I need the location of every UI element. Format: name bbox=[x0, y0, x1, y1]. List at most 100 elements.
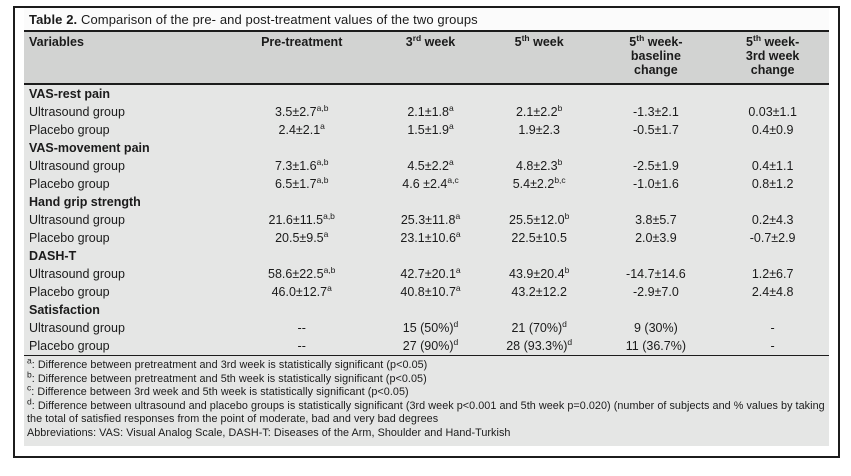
value-cell: 2.1±2.2b bbox=[482, 103, 596, 121]
data-row: Placebo group 46.0±12.7a 40.8±10.7a 43.2±12… bbox=[24, 283, 829, 301]
column-header: 3rd week bbox=[378, 32, 483, 85]
value-cell: 27 (90%)d bbox=[378, 337, 483, 355]
value-cell: 43.9±20.4b bbox=[482, 265, 596, 283]
value-cell bbox=[716, 193, 829, 211]
table-title: Table 2. Comparison of the pre- and post… bbox=[24, 8, 829, 32]
row-label: Satisfaction bbox=[24, 301, 226, 319]
data-row: Ultrasound group 3.5±2.7a,b 2.1±1.8a 2.1±2.… bbox=[24, 103, 829, 121]
value-cell: 25.3±11.8a bbox=[378, 211, 483, 229]
footnote: d: Difference between ultrasound and pla… bbox=[27, 395, 825, 425]
value-cell bbox=[595, 84, 717, 103]
value-cell: 25.5±12.0b bbox=[482, 211, 596, 229]
value-cell bbox=[595, 193, 717, 211]
table-header: Variables Pre-treatment 3rd week 5th week 5t… bbox=[24, 32, 829, 85]
table2-panel: Table 2. Comparison of the pre- and post… bbox=[13, 6, 840, 458]
value-cell: - bbox=[716, 337, 829, 355]
value-cell bbox=[378, 84, 483, 103]
value-cell: 28 (93.3%)d bbox=[482, 337, 596, 355]
column-header: 5th week-baseline change bbox=[595, 32, 717, 85]
value-cell bbox=[225, 84, 379, 103]
data-row: Placebo group 20.5±9.5a 23.1±10.6a 22.5±10.… bbox=[24, 229, 829, 247]
value-cell bbox=[225, 139, 379, 157]
column-header: 5th week bbox=[482, 32, 596, 85]
value-cell: 21.6±11.5a,b bbox=[225, 211, 379, 229]
value-cell: 1.2±6.7 bbox=[716, 265, 829, 283]
value-cell: 40.8±10.7a bbox=[378, 283, 483, 301]
footnote: b: Difference between pretreatment and 5… bbox=[27, 368, 427, 385]
value-cell: 22.5±10.5 bbox=[482, 229, 596, 247]
value-cell: 23.1±10.6a bbox=[378, 229, 483, 247]
row-label: Hand grip strength bbox=[24, 193, 226, 211]
value-cell bbox=[225, 301, 379, 319]
row-label: Ultrasound group bbox=[24, 319, 226, 337]
section-row: VAS-movement pain bbox=[24, 139, 829, 157]
value-cell: 9 (30%) bbox=[595, 319, 717, 337]
value-cell: 4.5±2.2a bbox=[378, 157, 483, 175]
data-row: Ultrasound group 58.6±22.5a,b 42.7±20.1a 43… bbox=[24, 265, 829, 283]
value-cell: -0.7±2.9 bbox=[716, 229, 829, 247]
row-label: VAS-rest pain bbox=[24, 84, 226, 103]
value-cell: 46.0±12.7a bbox=[225, 283, 379, 301]
value-cell: 0.2±4.3 bbox=[716, 211, 829, 229]
value-cell: 58.6±22.5a,b bbox=[225, 265, 379, 283]
value-cell: 5.4±2.2b,c bbox=[482, 175, 596, 193]
value-cell: 3.8±5.7 bbox=[595, 211, 717, 229]
value-cell: 0.8±1.2 bbox=[716, 175, 829, 193]
value-cell bbox=[716, 301, 829, 319]
row-label: VAS-movement pain bbox=[24, 139, 226, 157]
column-header: Variables bbox=[24, 32, 226, 85]
column-header: Pre-treatment bbox=[225, 32, 379, 85]
value-cell bbox=[595, 301, 717, 319]
value-cell: -- bbox=[225, 337, 379, 355]
value-cell bbox=[595, 247, 717, 265]
section-row: Hand grip strength bbox=[24, 193, 829, 211]
value-cell bbox=[595, 139, 717, 157]
value-cell bbox=[378, 193, 483, 211]
value-cell: -0.5±1.7 bbox=[595, 121, 717, 139]
value-cell bbox=[482, 247, 596, 265]
value-cell: 2.0±3.9 bbox=[595, 229, 717, 247]
value-cell bbox=[716, 139, 829, 157]
table-body: VAS-rest pain Ultrasound group 3.5±2.7a,b 2… bbox=[24, 84, 829, 355]
section-row: Satisfaction bbox=[24, 301, 829, 319]
value-cell: -2.5±1.9 bbox=[595, 157, 717, 175]
value-cell: 2.1±1.8a bbox=[378, 103, 483, 121]
value-cell: 42.7±20.1a bbox=[378, 265, 483, 283]
value-cell: - bbox=[716, 319, 829, 337]
value-cell: 0.4±0.9 bbox=[716, 121, 829, 139]
value-cell: 7.3±1.6a,b bbox=[225, 157, 379, 175]
data-row: Placebo group 2.4±2.1a 1.5±1.9a 1.9±2.3 -0.5… bbox=[24, 121, 829, 139]
value-cell: -1.0±1.6 bbox=[595, 175, 717, 193]
value-cell: 2.4±4.8 bbox=[716, 283, 829, 301]
row-label: Ultrasound group bbox=[24, 157, 226, 175]
data-row: Placebo group -- 27 (90%)d 28 (93.3%)d 11 (3… bbox=[24, 337, 829, 355]
row-label: Ultrasound group bbox=[24, 103, 226, 121]
value-cell bbox=[716, 247, 829, 265]
value-cell: 1.5±1.9a bbox=[378, 121, 483, 139]
value-cell bbox=[482, 139, 596, 157]
row-label: DASH-T bbox=[24, 247, 226, 265]
row-label: Placebo group bbox=[24, 283, 226, 301]
value-cell bbox=[378, 139, 483, 157]
value-cell bbox=[225, 247, 379, 265]
value-cell bbox=[716, 84, 829, 103]
value-cell: -2.9±7.0 bbox=[595, 283, 717, 301]
footnote: Abbreviations: VAS: Visual Analog Scale,… bbox=[27, 426, 511, 439]
value-cell: 1.9±2.3 bbox=[482, 121, 596, 139]
value-cell: 20.5±9.5a bbox=[225, 229, 379, 247]
row-label: Placebo group bbox=[24, 229, 226, 247]
row-label: Ultrasound group bbox=[24, 265, 226, 283]
value-cell bbox=[482, 84, 596, 103]
section-row: DASH-T bbox=[24, 247, 829, 265]
row-label: Placebo group bbox=[24, 337, 226, 355]
footnote: a: Difference between pretreatment and 3… bbox=[27, 355, 428, 371]
value-cell bbox=[482, 301, 596, 319]
footnote: c: Difference between 3rd week and 5th w… bbox=[27, 382, 409, 398]
value-cell bbox=[225, 193, 379, 211]
header-row: Variables Pre-treatment 3rd week 5th week 5t… bbox=[24, 32, 829, 85]
value-cell bbox=[378, 247, 483, 265]
value-cell: 43.2±12.2 bbox=[482, 283, 596, 301]
value-cell: 6.5±1.7a,b bbox=[225, 175, 379, 193]
data-row: Ultrasound group 21.6±11.5a,b 25.3±11.8a 25… bbox=[24, 211, 829, 229]
